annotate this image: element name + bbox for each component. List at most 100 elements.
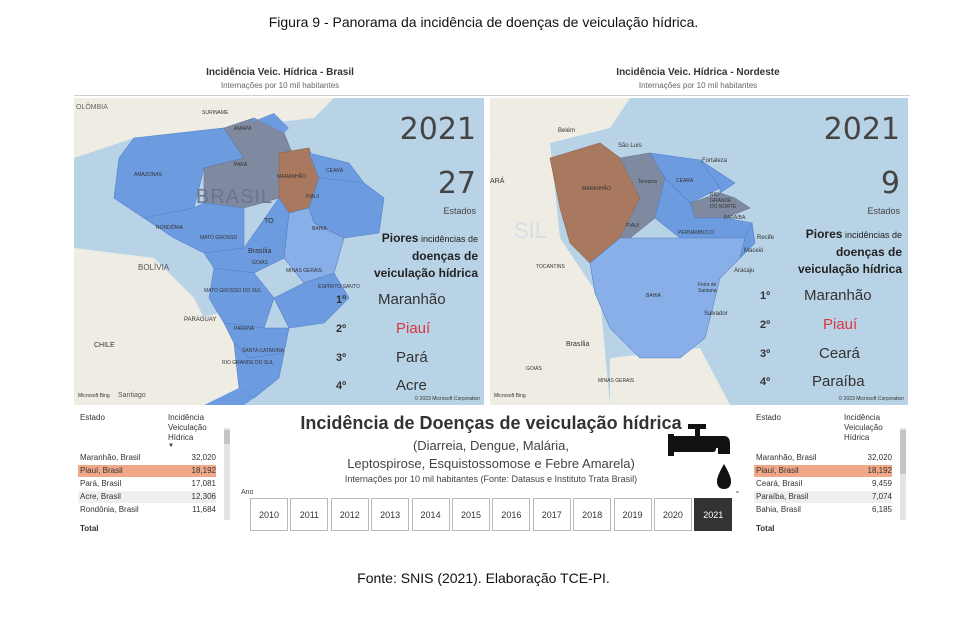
label-aracaju: Aracaju (734, 268, 755, 274)
right-table-scroll-thumb[interactable] (900, 430, 906, 474)
table-row[interactable]: Ceará, Brasil 9,459 (754, 478, 892, 490)
right-table-col-incidencia[interactable]: Incidência Veiculação Hídrica (844, 413, 883, 443)
left-table-col-incidencia[interactable]: Incidência Veiculação Hídrica ▼ (168, 413, 207, 449)
year-button[interactable]: 2018 (573, 498, 612, 531)
table-row[interactable]: Maranhão, Brasil 32,020 (754, 452, 892, 464)
label-paraguay: PARAGUAY (184, 317, 217, 323)
left-rank-1-name: Maranhão (378, 291, 446, 308)
label-ara: ARÁ (490, 178, 505, 185)
year-button[interactable]: 2015 (451, 498, 490, 531)
year-button[interactable]: 2014 (411, 498, 450, 531)
right-table[interactable]: Estado Incidência Veiculação Hídrica Mar… (754, 412, 892, 536)
left-table-col-estado[interactable]: Estado (80, 413, 105, 422)
year-button[interactable]: 2017 (532, 498, 571, 531)
label-sao-luis: São Luís (618, 143, 642, 149)
ano-label: Ano (241, 489, 254, 496)
right-table-col-estado[interactable]: Estado (756, 413, 781, 422)
chevron-down-icon[interactable]: ⌄ (734, 486, 741, 495)
row-valor: 6,185 (871, 505, 892, 514)
table-row[interactable]: Bahia, Brasil 6,185 (754, 504, 892, 516)
row-valor: 18,192 (867, 466, 892, 475)
table-row[interactable]: Maranhão, Brasil 32,020 (78, 452, 216, 464)
row-valor: 32,020 (867, 453, 892, 462)
label-salvador: Salvador (704, 311, 728, 317)
faucet-icon (668, 424, 731, 489)
label-recife: Recife (757, 235, 775, 241)
row-estado: Piauí, Brasil (756, 466, 799, 475)
right-table-total: Total (756, 524, 775, 533)
right-piores-line2: doenças de (835, 245, 902, 259)
left-piores-line2: doenças de (411, 249, 478, 263)
row-valor: 12,306 (191, 492, 216, 501)
label-piaui: PIAUÍ (306, 194, 320, 200)
table-row[interactable]: Rondônia, Brasil 11,684 (78, 504, 216, 516)
right-rank-4-name: Paraíba (812, 373, 865, 390)
year-button[interactable]: 2012 (330, 498, 369, 531)
figure-caption: Figura 9 - Panorama da incidência de doe… (268, 14, 699, 30)
left-table[interactable]: Estado Incidência Veiculação Hídrica ▼ M… (78, 412, 216, 536)
label-minas: MINAS GERAIS (286, 268, 323, 274)
table-row[interactable]: Piauí, Brasil 18,192 (78, 465, 216, 477)
row-valor: 32,020 (191, 453, 216, 462)
label-teresina: Teresina (638, 179, 657, 185)
year-button[interactable]: 2019 (613, 498, 652, 531)
right-panel-title: Incidência Veic. Hídrica - Nordeste (616, 67, 780, 78)
label-brasilia-ne: Brasília (566, 341, 590, 348)
label-goias: GOIÁS (252, 260, 268, 266)
row-estado: Paraíba, Brasil (756, 492, 809, 501)
year-button[interactable]: 2010 (250, 498, 288, 531)
left-rank-3-name: Pará (396, 349, 428, 366)
row-estado: Pará, Brasil (80, 479, 122, 488)
right-map-graphic (490, 98, 756, 405)
label-santiago: Santiago (118, 392, 146, 399)
left-rank-4-name: Acre (396, 377, 427, 394)
left-piores-heading: Piores incidências de doenças de veicula… (374, 230, 478, 282)
row-valor: 7,074 (871, 492, 892, 501)
right-col2-line2: Veiculação (844, 423, 883, 432)
left-col2-line3: Hídrica (168, 433, 194, 442)
label-ceara: CEARÁ (326, 168, 344, 174)
year-slicer[interactable]: 2010 2011 2012 2013 2014 2015 2016 2017 … (250, 498, 735, 531)
source-caption: Fonte: SNIS (2021). Elaboração TCE-PI. (357, 570, 610, 586)
table-row[interactable]: Paraíba, Brasil 7,074 (754, 491, 892, 503)
right-col2-line1: Incidência (844, 413, 881, 422)
table-row[interactable]: Piauí, Brasil 18,192 (754, 465, 892, 477)
row-valor: 17,081 (191, 479, 216, 488)
left-col2-line2: Veiculação (168, 423, 207, 432)
right-piores-line3: veiculação hídrica (797, 262, 902, 276)
year-button[interactable]: 2011 (290, 498, 329, 531)
right-state-count: 9 (880, 166, 900, 201)
left-map[interactable]: OLÔMBIA SURINAME AMAPÁ AMAZONAS PARÁ MAR… (74, 98, 484, 405)
right-rank-2-pos: 2º (760, 319, 771, 331)
year-button[interactable]: 2013 (371, 498, 410, 531)
left-table-scrollbar[interactable] (224, 428, 230, 520)
map-copyright: © 2023 Microsoft Corporation (414, 396, 480, 402)
label-chile: CHILE (94, 342, 115, 349)
row-estado: Rondônia, Brasil (80, 505, 139, 514)
row-estado: Acre, Brasil (80, 492, 121, 501)
left-table-scroll-thumb[interactable] (224, 430, 230, 444)
year-button[interactable]: 2020 (653, 498, 692, 531)
left-table-total: Total (80, 524, 99, 533)
table-row[interactable]: Acre, Brasil 12,306 (78, 491, 216, 503)
row-valor: 9,459 (871, 479, 892, 488)
sort-desc-icon: ▼ (168, 443, 174, 449)
right-table-scrollbar[interactable] (900, 428, 906, 520)
map-copyright-ne: © 2023 Microsoft Corporation (838, 396, 904, 402)
right-map[interactable]: Belém São Luís Fortaleza MARANHÃO Teresi… (490, 98, 908, 405)
year-button-selected[interactable]: 2021 (694, 498, 733, 531)
right-rank-3-name: Ceará (819, 345, 860, 362)
label-mato-grosso: MATO GROSSO (200, 235, 238, 241)
year-button[interactable]: 2016 (492, 498, 531, 531)
table-row[interactable]: Pará, Brasil 17,081 (78, 478, 216, 490)
label-ceara-ne: CEARÁ (676, 178, 694, 184)
label-parana: PARANÁ (234, 326, 255, 332)
center-title: Incidência de Doenças de veiculação hídr… (300, 413, 682, 433)
right-rank-1-name: Maranhão (804, 287, 872, 304)
label-to: TO (264, 218, 274, 225)
label-minas-ne: MINAS GERAIS (598, 378, 635, 384)
left-rank-3-pos: 3º (336, 352, 347, 364)
label-piaui-ne: PIAUÍ (626, 223, 640, 229)
label-goias-ne: GOIÁS (526, 366, 542, 372)
label-pernambuco: PERNAMBUCO (678, 230, 714, 236)
